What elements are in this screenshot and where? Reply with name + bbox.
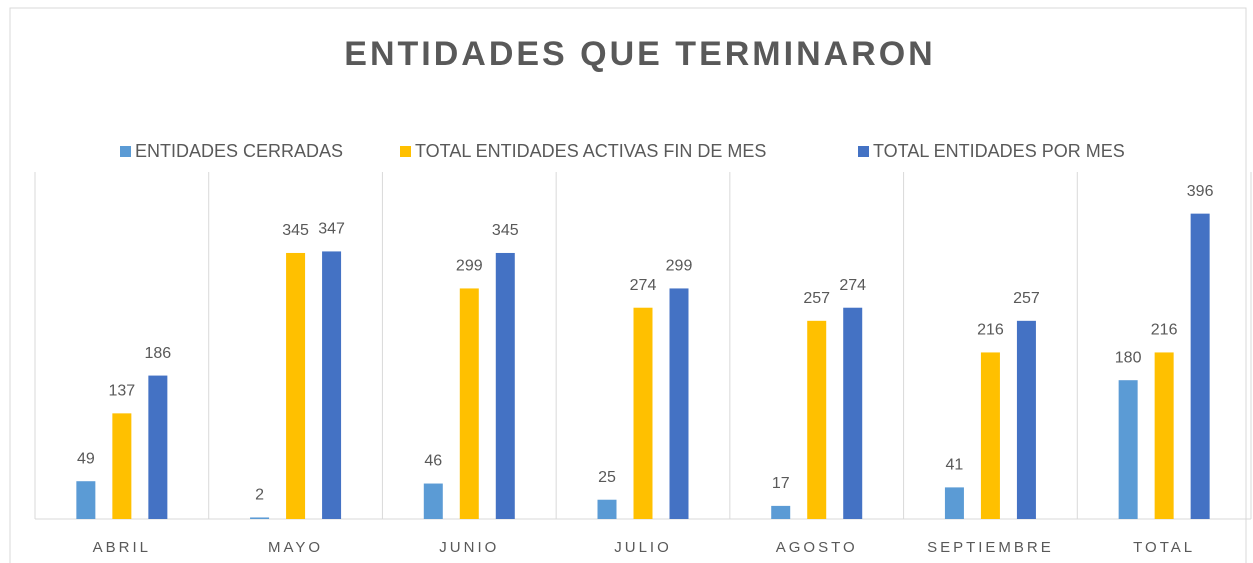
x-tick-label: ABRIL — [93, 539, 151, 556]
bar — [423, 483, 443, 519]
data-label: 25 — [598, 469, 616, 486]
bar — [112, 413, 132, 519]
data-label: 216 — [977, 322, 1004, 339]
data-label: 345 — [282, 222, 309, 239]
x-tick-label: JULIO — [614, 539, 672, 556]
bar — [148, 375, 168, 519]
bar — [944, 487, 964, 519]
bar — [76, 481, 96, 519]
bar — [1118, 380, 1138, 519]
data-label: 257 — [803, 290, 830, 307]
x-tick-label: MAYO — [268, 539, 323, 556]
data-label: 46 — [424, 453, 442, 470]
bar — [250, 517, 270, 519]
data-label: 274 — [839, 277, 866, 294]
bar — [771, 505, 791, 519]
bar — [1016, 320, 1036, 519]
data-label: 347 — [318, 221, 345, 238]
data-label: 345 — [492, 222, 519, 239]
data-label: 137 — [109, 383, 136, 400]
bar — [1154, 352, 1174, 519]
data-label: 186 — [145, 345, 172, 362]
data-label: 180 — [1115, 349, 1142, 366]
chart-border — [9, 7, 1247, 563]
data-label: 216 — [1151, 322, 1178, 339]
bar — [597, 499, 617, 519]
data-label: 274 — [630, 277, 657, 294]
bar — [495, 252, 515, 519]
data-label: 41 — [946, 457, 964, 474]
bar — [322, 251, 342, 519]
data-label: 396 — [1187, 183, 1214, 200]
chart-title: ENTIDADES QUE TERMINARON — [344, 35, 935, 73]
x-tick-label: SEPTIEMBRE — [927, 539, 1054, 556]
bar — [286, 252, 306, 519]
x-tick-label: JUNIO — [439, 539, 499, 556]
x-tick-label: AGOSTO — [776, 539, 858, 556]
data-label: 17 — [772, 475, 790, 492]
bar — [459, 288, 479, 519]
data-label: 2 — [255, 487, 264, 504]
legend-label: ENTIDADES CERRADAS — [135, 141, 343, 161]
data-label: 49 — [77, 450, 95, 467]
legend-swatch — [400, 146, 411, 157]
data-label: 299 — [666, 258, 693, 275]
data-label: 257 — [1013, 290, 1040, 307]
bar — [807, 320, 827, 519]
legend-swatch — [120, 146, 131, 157]
bar — [1190, 213, 1210, 519]
legend-swatch — [858, 146, 869, 157]
legend-label: TOTAL ENTIDADES ACTIVAS FIN DE MES — [415, 141, 766, 161]
legend-label: TOTAL ENTIDADES POR MES — [873, 141, 1125, 161]
x-tick-label: TOTAL — [1133, 539, 1195, 556]
data-label: 299 — [456, 258, 483, 275]
bar — [980, 352, 1000, 519]
bar — [843, 307, 863, 519]
bar — [633, 307, 653, 519]
bar — [669, 288, 689, 519]
